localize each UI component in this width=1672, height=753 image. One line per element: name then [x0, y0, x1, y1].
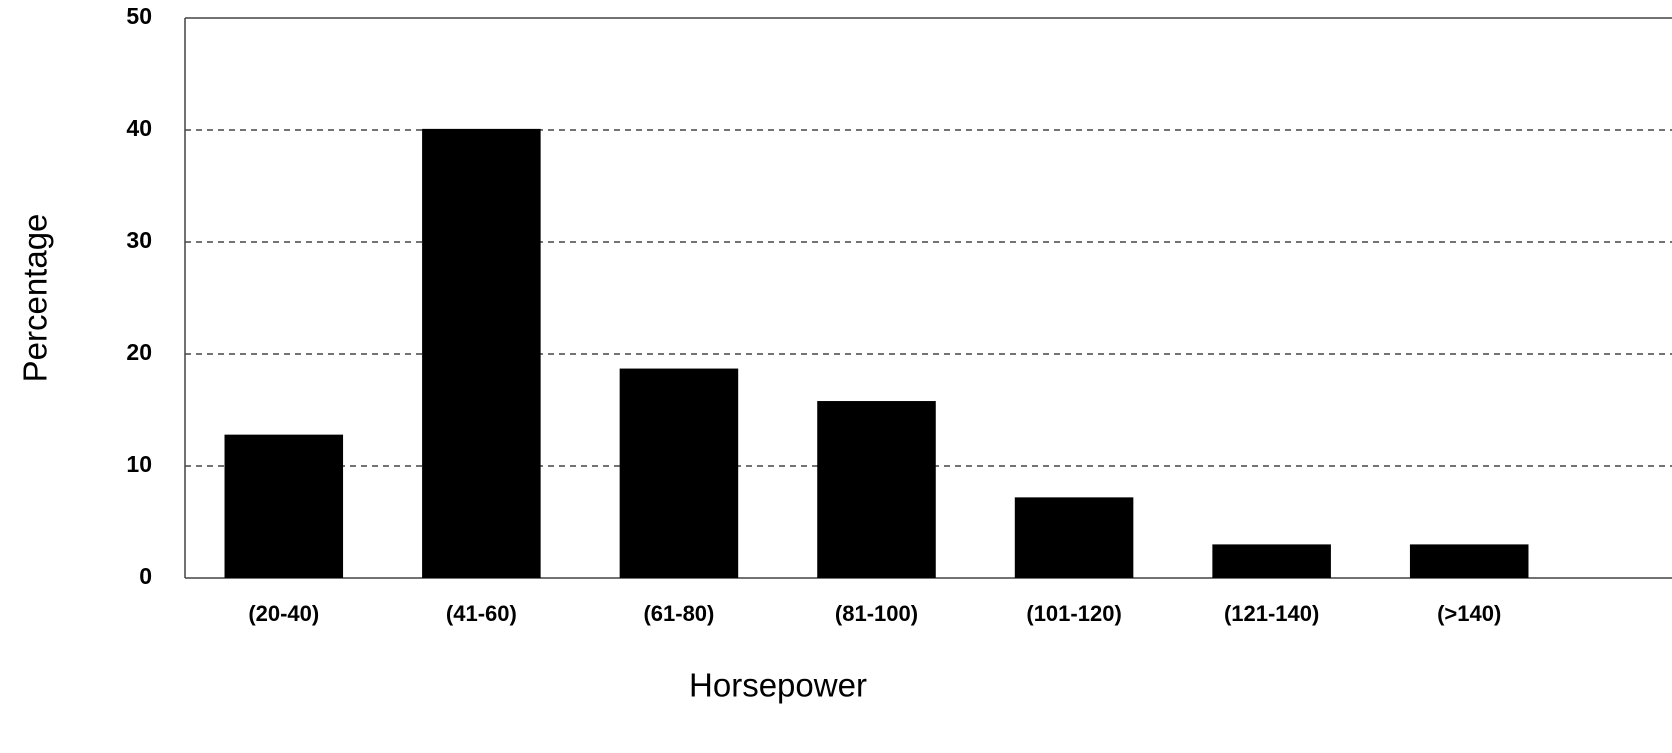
x-tick-label: (61-80) [643, 601, 714, 626]
bar [1212, 544, 1331, 578]
y-tick-label: 40 [126, 115, 152, 141]
bar [422, 128, 541, 578]
y-tick-label: 20 [126, 339, 152, 365]
x-tick-label: (101-120) [1026, 601, 1121, 626]
bar [1014, 497, 1134, 578]
x-tick-label: (121-140) [1224, 601, 1319, 626]
y-axis-title: Percentage [17, 214, 54, 383]
bar [619, 368, 739, 578]
x-tick-label: (41-60) [446, 601, 517, 626]
bar [1409, 544, 1529, 578]
x-tick-label: (>140) [1437, 601, 1501, 626]
y-tick-label: 10 [126, 451, 152, 477]
y-tick-label: 0 [139, 563, 152, 589]
y-tick-label: 50 [126, 3, 152, 29]
x-tick-label: (81-100) [835, 601, 918, 626]
bar [817, 401, 936, 578]
x-axis-title: Horsepower [689, 667, 867, 704]
bar [224, 434, 344, 578]
y-tick-label: 30 [126, 227, 152, 253]
x-tick-label: (20-40) [248, 601, 319, 626]
